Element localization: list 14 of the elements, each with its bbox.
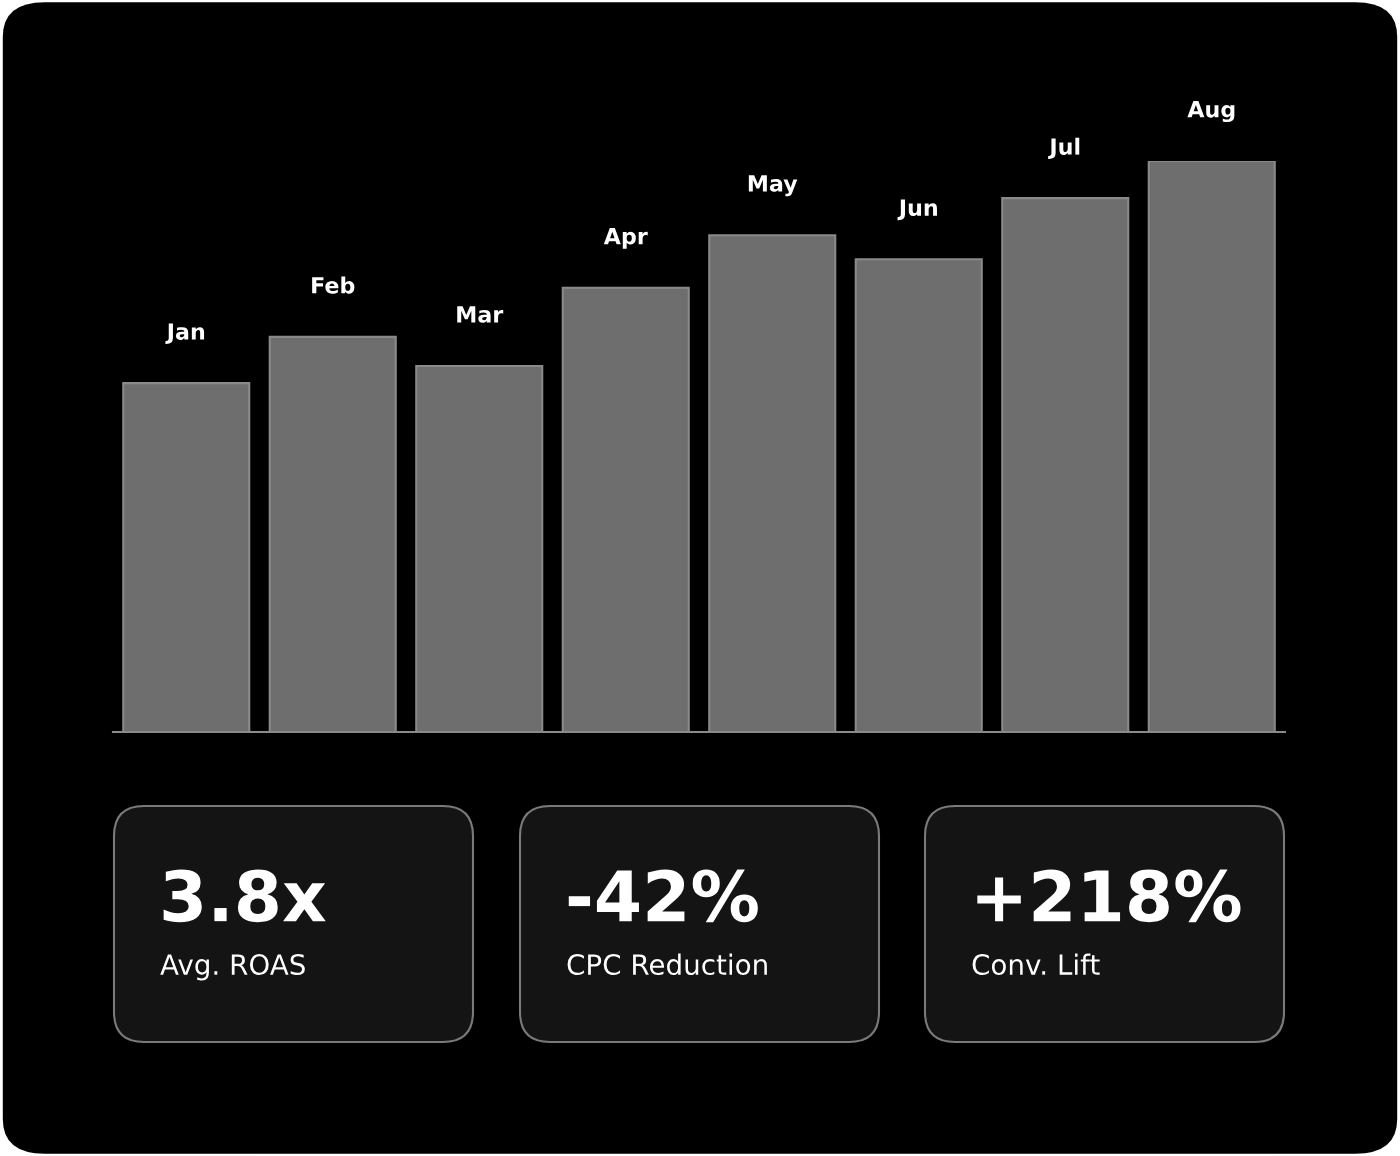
text: CPC Reduction bbox=[567, 953, 767, 976]
x-tick-label: Jan bbox=[165, 323, 205, 345]
text: Avg. ROAS bbox=[160, 954, 305, 981]
x-tick-label: Mar bbox=[457, 306, 504, 323]
text: Conv. Lift bbox=[972, 953, 1100, 976]
x-tick-label: Feb bbox=[312, 276, 355, 294]
x-tick-label: Jun bbox=[897, 199, 937, 221]
x-tick-label: May bbox=[748, 175, 798, 197]
text: 3.8x bbox=[163, 869, 326, 923]
x-tick-label: Jul bbox=[1048, 137, 1080, 160]
x-tick-label: Aug bbox=[1187, 101, 1235, 123]
x-tick-label: Apr bbox=[603, 228, 648, 249]
text: -42% bbox=[568, 869, 758, 923]
text: +218% bbox=[977, 869, 1241, 923]
